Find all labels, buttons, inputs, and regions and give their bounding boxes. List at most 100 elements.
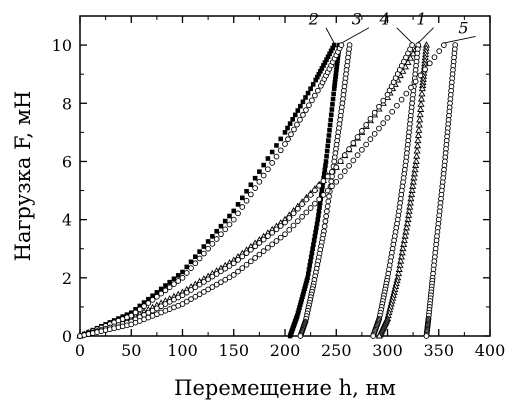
curve-label-leader	[396, 27, 413, 44]
data-point	[277, 234, 284, 241]
data-point	[316, 213, 321, 218]
data-point	[426, 60, 433, 67]
data-point	[162, 301, 169, 307]
data-point	[417, 95, 426, 102]
data-point	[324, 57, 329, 62]
data-point	[166, 284, 173, 291]
data-point	[323, 159, 329, 164]
data-point	[331, 91, 336, 97]
data-point	[415, 121, 423, 128]
data-point	[205, 245, 211, 252]
data-point	[154, 305, 160, 312]
x-axis-title: Перемещение h, нм	[174, 376, 396, 400]
data-point	[316, 182, 323, 189]
data-point	[305, 275, 310, 281]
data-point	[312, 233, 318, 239]
x-tick-label: 150	[218, 341, 249, 360]
data-point	[154, 290, 160, 295]
data-point	[322, 167, 328, 173]
data-point	[230, 216, 237, 223]
data-point	[312, 92, 318, 99]
data-point	[205, 276, 211, 283]
data-point	[213, 271, 220, 277]
data-point	[323, 163, 328, 168]
data-point	[320, 184, 325, 189]
data-point	[326, 193, 332, 200]
data-point	[313, 77, 319, 83]
data-point	[320, 178, 327, 184]
data-point	[175, 294, 182, 301]
data-point	[205, 286, 211, 293]
data-point	[328, 112, 334, 118]
x-tick-label: 400	[475, 341, 506, 360]
data-point	[278, 136, 284, 142]
data-point	[247, 191, 254, 198]
data-point	[196, 281, 203, 288]
data-point	[295, 310, 301, 316]
data-point	[179, 301, 186, 307]
data-point	[184, 264, 190, 270]
data-point	[408, 84, 414, 91]
data-point	[354, 134, 361, 140]
data-point	[300, 112, 306, 118]
data-point	[326, 138, 331, 143]
data-point	[158, 303, 164, 310]
data-point	[300, 99, 306, 105]
data-point	[330, 102, 335, 107]
data-point	[188, 287, 194, 293]
data-point	[331, 42, 337, 48]
data-point	[277, 147, 284, 154]
data-point	[290, 210, 297, 217]
y-tick-label: 10	[52, 36, 72, 55]
data-point	[303, 107, 309, 113]
data-point	[285, 125, 290, 131]
data-point	[299, 201, 305, 207]
data-point	[415, 126, 423, 133]
data-point	[158, 290, 164, 297]
data-point	[235, 202, 241, 207]
data-point	[297, 302, 303, 308]
data-point	[287, 333, 293, 339]
data-point	[417, 105, 425, 112]
data-point	[218, 223, 224, 229]
data-point	[214, 228, 219, 234]
data-point	[235, 210, 241, 217]
data-point	[269, 241, 276, 248]
y-tick-label: 6	[62, 152, 72, 171]
data-point	[332, 83, 337, 88]
data-point	[394, 102, 400, 109]
data-point	[312, 187, 318, 194]
data-point	[171, 281, 177, 287]
data-point	[327, 122, 333, 128]
data-point	[290, 116, 295, 122]
data-point	[321, 223, 328, 230]
data-point	[287, 121, 293, 126]
axis-ticks: 0 50 100 150 200 250 300 350 400 0 2 4 6 8 10	[52, 15, 506, 360]
data-point	[313, 229, 318, 235]
data-point	[183, 298, 190, 305]
data-point	[252, 185, 258, 191]
data-point	[171, 276, 177, 282]
data-point	[265, 244, 271, 251]
data-point	[412, 78, 419, 85]
data-point	[329, 107, 335, 112]
data-point	[193, 254, 198, 260]
data-point	[354, 152, 361, 159]
data-point	[375, 332, 383, 339]
data-point	[389, 108, 396, 115]
x-tick-label: 350	[423, 341, 454, 360]
data-point	[167, 279, 172, 285]
data-point	[196, 291, 203, 298]
series-4	[77, 42, 422, 339]
data-point	[303, 95, 308, 100]
data-point	[422, 66, 428, 73]
data-point	[265, 156, 271, 161]
curve-label: 3	[352, 10, 362, 29]
data-point	[359, 146, 365, 153]
data-point	[331, 158, 338, 165]
data-point	[230, 260, 237, 267]
data-point	[298, 299, 304, 305]
data-point	[370, 333, 377, 339]
data-point	[316, 196, 323, 203]
